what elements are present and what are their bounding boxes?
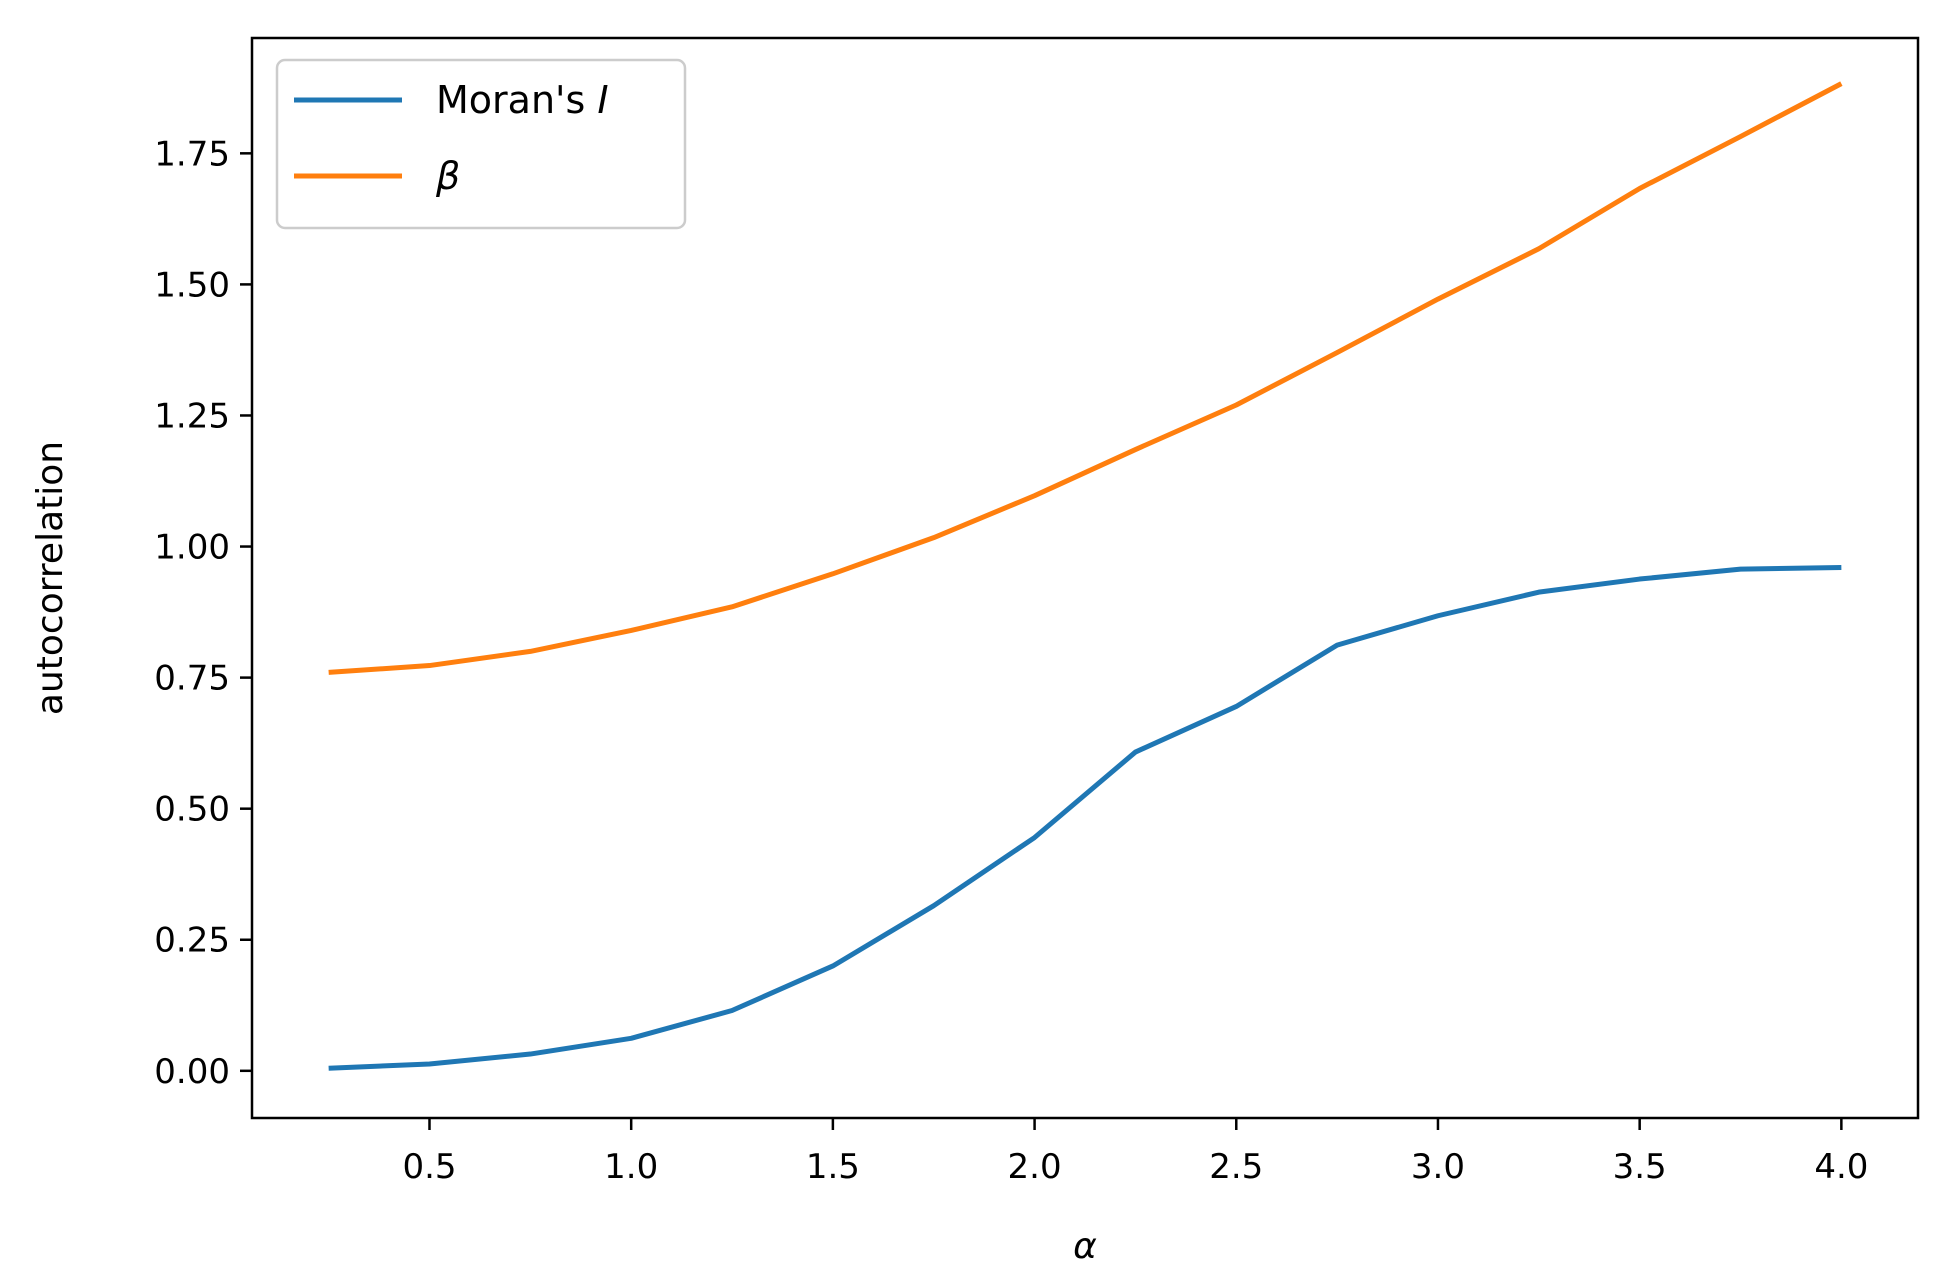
y-tick-label: 0.50	[154, 790, 230, 830]
legend-label-0: Moran's I	[436, 78, 609, 122]
x-tick-label: 4.0	[1814, 1147, 1868, 1187]
legend: Moran's I β	[275, 58, 687, 230]
y-tick-label: 0.75	[154, 659, 230, 699]
x-tick-label: 0.5	[402, 1147, 456, 1187]
x-tick-label: 2.0	[1008, 1147, 1062, 1187]
y-tick-label: 0.25	[154, 921, 230, 961]
x-tick-label: 1.5	[806, 1147, 860, 1187]
y-axis-label: autocorrelation	[30, 441, 71, 715]
ticks-layer: 0.5 1.0 1.5 2.0 2.5 3.0 3.5 4.0 0.00 0.25 0.50 0.75…	[154, 134, 1868, 1187]
x-tick-label: 3.5	[1613, 1147, 1667, 1187]
x-tick-label: 1.0	[604, 1147, 658, 1187]
y-tick-label: 1.75	[154, 134, 230, 174]
y-tick-label: 0.00	[154, 1052, 230, 1092]
x-tick-label: 2.5	[1209, 1147, 1263, 1187]
legend-label-1: β	[435, 154, 460, 198]
y-tick-label: 1.25	[154, 396, 230, 436]
x-axis-label: α	[1073, 1226, 1097, 1267]
plot-frame	[250, 36, 1920, 1120]
series-line-0	[328, 565, 1842, 1071]
y-tick-label: 1.00	[154, 528, 230, 568]
series-layer	[328, 81, 1843, 1071]
y-tick-label: 1.50	[154, 265, 230, 305]
x-tick-label: 3.0	[1411, 1147, 1465, 1187]
series-line-1	[328, 81, 1843, 675]
